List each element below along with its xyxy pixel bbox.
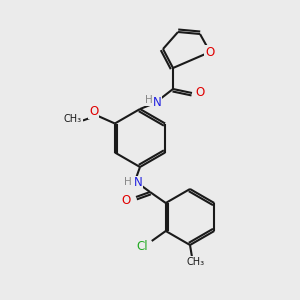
Text: O: O: [89, 105, 98, 118]
Text: CH₃: CH₃: [187, 257, 205, 267]
Text: O: O: [122, 194, 130, 206]
Text: O: O: [195, 86, 205, 100]
Text: H: H: [145, 95, 153, 105]
Text: H: H: [124, 177, 132, 187]
Text: N: N: [134, 176, 142, 190]
Text: Cl: Cl: [136, 239, 148, 253]
Text: CH₃: CH₃: [64, 115, 82, 124]
Text: N: N: [153, 97, 161, 110]
Text: O: O: [206, 46, 214, 59]
